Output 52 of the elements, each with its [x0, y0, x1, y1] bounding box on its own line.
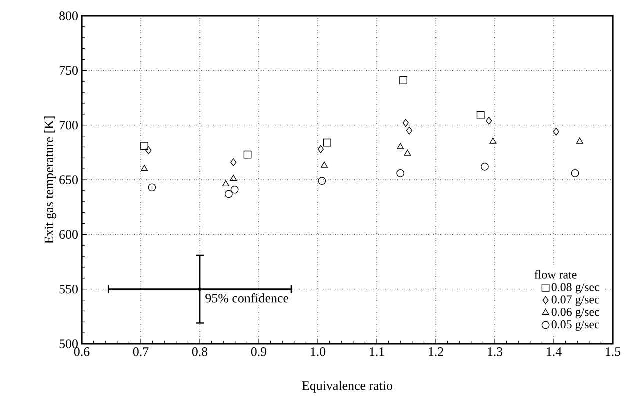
- point: [148, 184, 156, 192]
- x-tick-label: 0.7: [133, 348, 149, 356]
- x-tick-label: 0.9: [251, 348, 267, 356]
- point: [230, 174, 238, 182]
- point: [318, 177, 326, 186]
- point: [230, 158, 237, 166]
- x-tick-label: 1.5: [606, 348, 621, 356]
- x-tick-label: 0.8: [192, 348, 208, 356]
- point: [404, 150, 412, 156]
- point: [553, 128, 560, 136]
- point: [396, 169, 405, 178]
- legend-label: 0.06 g/sec: [552, 308, 600, 319]
- point: [146, 146, 152, 154]
- y-tick-label: 700: [60, 120, 78, 130]
- x-axis-title: Equivalence ratio: [302, 381, 393, 393]
- point: [140, 142, 148, 150]
- point: [141, 165, 148, 172]
- y-axis-title: Exit gas temperature [K]: [44, 116, 56, 244]
- point: [490, 138, 497, 144]
- y-tick-label: 750: [60, 66, 78, 76]
- y-tick-label: 650: [60, 176, 78, 184]
- x-tick-label: 1.0: [311, 348, 326, 356]
- point: [224, 190, 233, 198]
- legend-label: 0.08 g/sec: [552, 283, 600, 294]
- point: [400, 76, 408, 84]
- point: [476, 112, 485, 120]
- y-tick-label: 800: [60, 12, 78, 20]
- y-tick-label: 600: [60, 230, 78, 240]
- x-tick-label: 1.4: [547, 348, 562, 356]
- legend-label: 0.07 g/sec: [552, 296, 600, 306]
- x-tick-label: 1.2: [429, 348, 444, 356]
- point: [576, 138, 584, 144]
- x-tick-label: 1.1: [370, 348, 384, 356]
- legend-title: flow rate: [534, 270, 577, 279]
- point: [402, 119, 409, 128]
- point: [397, 143, 404, 150]
- y-tick-label: 500: [60, 340, 78, 348]
- point: [486, 117, 492, 125]
- x-tick-label: 1.3: [488, 348, 503, 356]
- point: [222, 180, 230, 187]
- annotation: 95% confidence: [206, 294, 289, 303]
- point: [321, 162, 328, 168]
- point: [230, 186, 239, 194]
- legend-label: 0.05 g/sec: [552, 320, 600, 332]
- point: [406, 126, 412, 135]
- point: [481, 162, 489, 171]
- y-tick-label: 550: [60, 284, 78, 294]
- point: [244, 150, 252, 159]
- point: [318, 145, 324, 154]
- point: [571, 169, 580, 178]
- x-tick-label: 0.6: [74, 348, 90, 356]
- point: [323, 138, 332, 147]
